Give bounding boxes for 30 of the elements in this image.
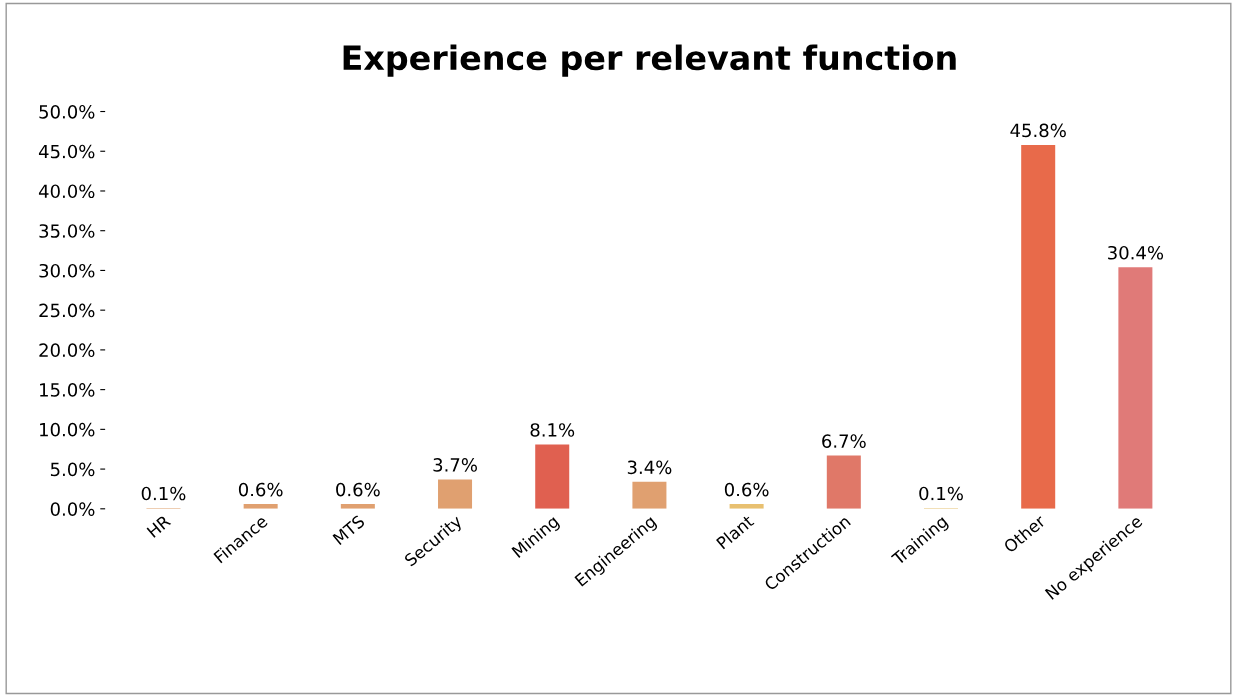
y-tick-label: 25.0%	[39, 303, 95, 318]
data-label: 0.6%	[238, 482, 283, 497]
data-label: 8.1%	[530, 423, 575, 437]
bar	[632, 481, 667, 509]
data-label: 3.7%	[433, 458, 477, 472]
x-tick-label: HR	[146, 514, 172, 538]
y-tick-label: 30.0%	[39, 263, 95, 278]
y-tick-label: 15.0%	[40, 383, 95, 397]
y-tick-label: 10.0%	[40, 422, 95, 437]
data-label: 6.7%	[822, 434, 866, 448]
data-label: 0.6%	[336, 482, 380, 497]
data-label: 30.4%	[1108, 245, 1164, 260]
data-label: 0.1%	[919, 486, 963, 501]
y-tick-label: 0.0%	[50, 502, 95, 516]
bar	[535, 444, 570, 509]
bar	[826, 455, 861, 509]
y-tick-label: 35.0%	[39, 224, 95, 238]
bar	[1118, 267, 1153, 509]
y-tick-label: 20.0%	[39, 343, 95, 358]
data-label: 0.6%	[724, 482, 769, 497]
bar	[438, 479, 473, 509]
y-tick-label: 50.0%	[39, 104, 95, 119]
chart-title: Experience per relevant function	[343, 44, 956, 77]
bar	[1021, 144, 1056, 509]
data-label: 45.8%	[1010, 123, 1066, 138]
y-tick-label: 45.0%	[38, 144, 95, 159]
y-tick-label: 5.0%	[50, 462, 95, 477]
data-label: 3.4%	[627, 460, 672, 475]
data-label: 0.1%	[141, 486, 186, 501]
y-tick-label: 40.0%	[38, 184, 95, 199]
